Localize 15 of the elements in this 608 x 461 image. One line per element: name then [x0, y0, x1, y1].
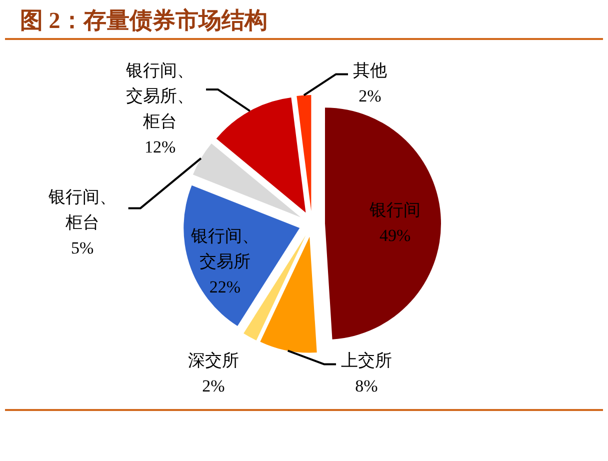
data-label: 12% — [144, 137, 176, 156]
slice-label: 银行间 — [368, 200, 421, 220]
slice-label: 其他 — [353, 60, 387, 80]
chart-title: 图 2：存量债券市场结构 — [5, 0, 603, 40]
slice-label: 上交所 — [341, 350, 392, 370]
data-label: 5% — [70, 238, 94, 258]
data-label: 8% — [355, 376, 378, 396]
data-label: 2% — [202, 376, 225, 396]
data-label: 22% — [209, 278, 241, 297]
slice-label: 银行间、柜台 — [47, 187, 116, 232]
data-label: 49% — [379, 226, 411, 245]
slice-label: 银行间、交易所 — [190, 226, 259, 272]
slice-label: 银行间、交易所、柜台 — [125, 60, 194, 131]
slice-label: 深交所 — [188, 350, 239, 370]
data-label: 2% — [358, 86, 382, 106]
